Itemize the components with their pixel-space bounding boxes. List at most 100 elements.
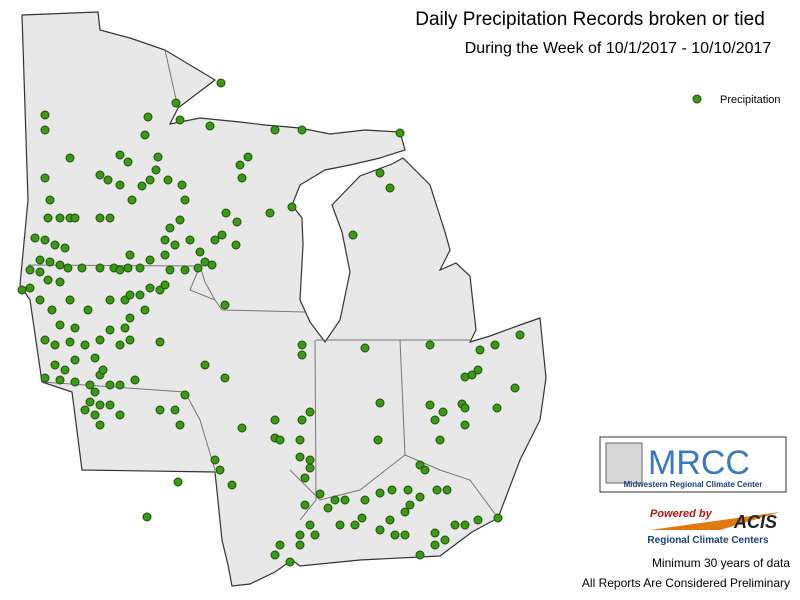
station-dot xyxy=(30,233,40,243)
station-dot xyxy=(40,173,50,183)
legend-marker xyxy=(692,94,702,104)
station-dot xyxy=(55,260,65,270)
station-dot xyxy=(400,530,410,540)
station-dot xyxy=(63,263,73,273)
station-dot xyxy=(297,350,307,360)
logo-icon xyxy=(605,442,643,484)
station-dot xyxy=(305,407,315,417)
station-dot xyxy=(123,263,133,273)
station-dot xyxy=(510,383,520,393)
station-dot xyxy=(50,240,60,250)
station-dot xyxy=(125,250,135,260)
station-dot xyxy=(145,283,155,293)
station-dot xyxy=(55,277,65,287)
station-dot xyxy=(295,530,305,540)
station-dot xyxy=(60,243,70,253)
station-dot xyxy=(170,240,180,250)
station-dot xyxy=(83,305,93,315)
station-dot xyxy=(185,235,195,245)
station-dot xyxy=(438,407,448,417)
station-dot xyxy=(297,415,307,425)
station-dot xyxy=(287,202,297,212)
station-dot xyxy=(95,400,105,410)
station-dot xyxy=(35,255,45,265)
logo-name: MRCC xyxy=(648,444,750,482)
acis-tagline: Regional Climate Centers xyxy=(647,535,769,546)
station-dot xyxy=(360,495,370,505)
station-dots xyxy=(17,78,525,567)
station-dot xyxy=(160,250,170,260)
station-dot xyxy=(227,480,237,490)
region-outline xyxy=(19,11,547,587)
station-dot xyxy=(90,410,100,420)
station-dot xyxy=(70,323,80,333)
station-dot xyxy=(305,455,315,465)
station-dot xyxy=(375,168,385,178)
station-dot xyxy=(217,230,227,240)
station-dot xyxy=(40,373,50,383)
station-dot xyxy=(160,235,170,245)
station-dot xyxy=(357,513,367,523)
station-dot xyxy=(105,325,115,335)
acis-logo: Powered by ACIS Regional Climate Centers xyxy=(647,508,780,546)
station-dot xyxy=(115,410,125,420)
station-dot xyxy=(125,290,135,300)
station-dot xyxy=(295,435,305,445)
station-dot xyxy=(40,235,50,245)
station-dot xyxy=(98,365,108,375)
station-dot xyxy=(297,340,307,350)
station-dot xyxy=(473,515,483,525)
station-dot xyxy=(115,150,125,160)
station-dot xyxy=(375,488,385,498)
station-dot xyxy=(105,295,115,305)
station-dot xyxy=(323,503,333,513)
station-dot xyxy=(425,400,435,410)
station-dot xyxy=(155,405,165,415)
station-dot xyxy=(70,213,80,223)
station-dot xyxy=(165,223,175,233)
station-dot xyxy=(140,305,150,315)
station-dot xyxy=(460,520,470,530)
station-dot xyxy=(25,283,35,293)
station-dot xyxy=(415,550,425,560)
station-dot xyxy=(180,390,190,400)
station-dot xyxy=(220,300,230,310)
station-dot xyxy=(220,373,230,383)
station-dot xyxy=(90,387,100,397)
station-dot xyxy=(80,405,90,415)
station-dot xyxy=(430,540,440,550)
station-dot xyxy=(330,495,340,505)
note: Minimum 30 years of data xyxy=(652,556,790,570)
station-dot xyxy=(105,400,115,410)
station-dot xyxy=(55,320,65,330)
station-dot xyxy=(127,195,137,205)
station-dot xyxy=(105,380,115,390)
station-dot xyxy=(17,285,27,295)
station-dot xyxy=(90,353,100,363)
station-dot xyxy=(47,305,57,315)
station-dot xyxy=(50,340,60,350)
station-dot xyxy=(435,435,445,445)
station-dot xyxy=(95,420,105,430)
station-dot xyxy=(403,485,413,495)
station-dot xyxy=(387,485,397,495)
station-dot xyxy=(335,520,345,530)
station-dot xyxy=(210,455,220,465)
station-dot xyxy=(300,500,310,510)
station-dot xyxy=(143,112,153,122)
station-dot xyxy=(432,485,442,495)
station-dot xyxy=(305,463,315,473)
station-dot xyxy=(348,230,358,240)
station-dot xyxy=(137,181,147,191)
station-dot xyxy=(200,360,210,370)
station-dot xyxy=(375,525,385,535)
station-dot xyxy=(125,335,135,345)
station-dot xyxy=(45,257,55,267)
station-dot xyxy=(65,295,75,305)
station-dot xyxy=(180,265,190,275)
station-dot xyxy=(65,153,75,163)
station-dot xyxy=(270,125,280,135)
station-dot xyxy=(120,323,130,333)
station-dot xyxy=(270,415,280,425)
station-dot xyxy=(295,452,305,462)
